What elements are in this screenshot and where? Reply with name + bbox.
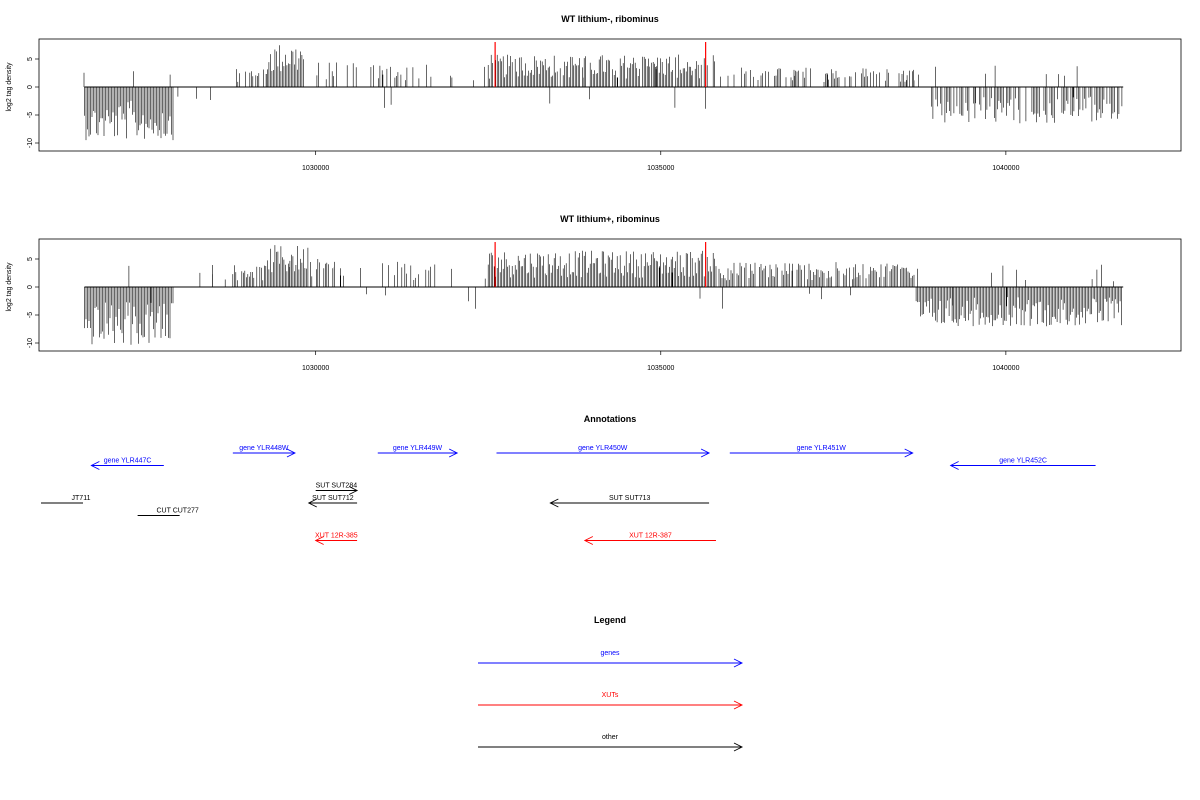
feature-label: gene YLR449W	[393, 445, 443, 452]
feature-label: gene YLR448W	[239, 445, 289, 452]
feature-label: SUT SUT712	[312, 495, 354, 502]
x-tick-label: 1035000	[647, 165, 674, 172]
legend-label: XUTs	[602, 692, 619, 699]
y-tick-label: 0	[27, 285, 34, 289]
density-bars	[83, 45, 1123, 141]
plot-frame	[38, 238, 1182, 352]
arrow-head	[348, 486, 359, 495]
feature-label: CUT CUT277	[156, 508, 198, 515]
chart-title: WT lithium+, ribominus	[560, 214, 660, 224]
legend-title: Legend	[594, 615, 626, 625]
arrow-head	[583, 536, 594, 545]
feature-label: gene YLR452C	[999, 458, 1047, 465]
feature-label: gene YLR450W	[578, 445, 628, 452]
plot-frame	[38, 38, 1182, 152]
legend-arrow-head	[733, 742, 744, 752]
arrow-head	[286, 448, 296, 458]
arrow-head	[949, 461, 959, 470]
y-tick-label: -5	[27, 312, 34, 318]
feature-label: SUT SUT284	[316, 483, 358, 490]
feature-label: gene YLR451W	[797, 445, 847, 452]
legend-arrow-head	[733, 700, 744, 710]
y-tick-label: 5	[27, 57, 34, 61]
y-tick-label: -10	[27, 338, 34, 348]
x-tick-label: 1030000	[302, 365, 329, 372]
chart-title: WT lithium-, ribominus	[561, 14, 659, 24]
feature-label: JT711	[72, 495, 91, 502]
y-tick-label: -5	[27, 112, 34, 118]
legend-label: genes	[600, 650, 620, 657]
feature-label: XUT 12R-385	[315, 533, 358, 540]
arrow-head	[307, 498, 317, 508]
x-tick-label: 1035000	[647, 365, 674, 372]
x-tick-label: 1040000	[992, 365, 1019, 372]
x-tick-label: 1040000	[992, 165, 1019, 172]
x-tick-label: 1030000	[302, 165, 329, 172]
feature-label: gene YLR447C	[104, 458, 152, 465]
legend-arrow-head	[733, 658, 744, 668]
arrow-head	[314, 536, 324, 545]
y-axis-label: log2 tag density	[6, 262, 13, 312]
feature-label: XUT 12R-387	[629, 533, 672, 540]
feature-label: SUT SUT713	[609, 495, 651, 502]
arrow-head	[90, 461, 100, 470]
y-tick-label: -10	[27, 138, 34, 148]
y-tick-label: 0	[27, 85, 34, 89]
annotations-title: Annotations	[584, 414, 637, 424]
arrow-head	[700, 448, 711, 458]
arrow-head	[549, 498, 559, 508]
density-bars	[84, 245, 1122, 345]
y-axis-label: log2 tag density	[6, 62, 13, 112]
legend-label: other	[602, 734, 619, 741]
arrow-head	[904, 448, 914, 458]
y-tick-label: 5	[27, 257, 34, 261]
arrow-head	[448, 448, 459, 458]
